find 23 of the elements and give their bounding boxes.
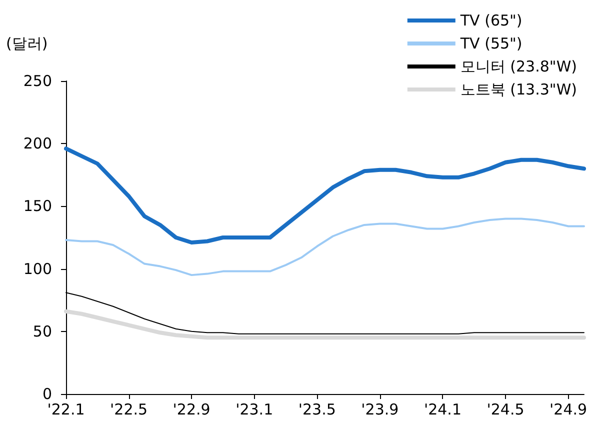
x-tick-label: '22.1 — [47, 400, 85, 418]
y-tick-label: 0 — [42, 385, 52, 403]
legend-label: TV (65") — [459, 12, 522, 30]
y-tick-label: 100 — [23, 260, 52, 278]
x-tick-label: '22.9 — [172, 400, 210, 418]
y-tick-label: 150 — [23, 197, 52, 216]
line-series — [65, 218, 585, 276]
y-axis-title: (달러) — [6, 34, 48, 52]
x-tick-label: '23.5 — [298, 400, 336, 418]
x-tick-label: '23.9 — [361, 400, 399, 418]
legend-label: TV (55") — [459, 34, 522, 52]
x-tick-label: '24.9 — [550, 400, 588, 418]
x-tick-label: '24.5 — [486, 400, 524, 418]
legend-label: 노트북 (13.3"W) — [460, 80, 578, 98]
y-tick-label: 250 — [23, 72, 52, 90]
line-series — [64, 146, 586, 245]
x-tick-label: '22.5 — [110, 400, 148, 418]
y-tick-label: 200 — [23, 134, 52, 153]
y-tick-label: 50 — [32, 322, 52, 340]
x-tick-label: '23.1 — [236, 400, 274, 418]
line-series — [64, 309, 586, 340]
x-tick-label: '24.1 — [424, 400, 462, 418]
legend-label: 모니터 (23.8"W) — [460, 58, 578, 76]
